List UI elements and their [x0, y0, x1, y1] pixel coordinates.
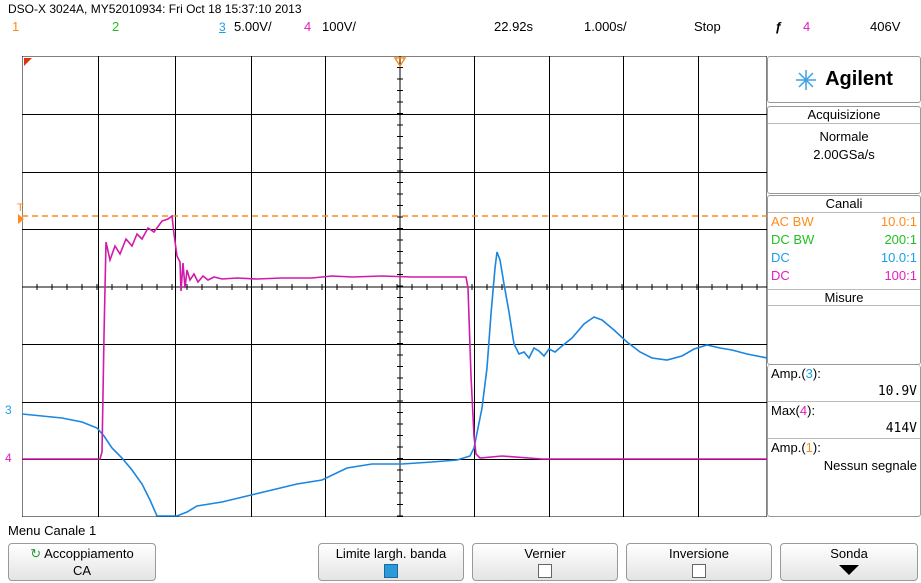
softkey-probe[interactable]: Sonda: [780, 543, 918, 581]
info-panel: Agilent Acquisizione Normale 2.00GSa/s C…: [767, 56, 921, 517]
bw-limit-checkbox[interactable]: [384, 564, 398, 578]
brand-name: Agilent: [825, 68, 893, 90]
acquisition-section[interactable]: Acquisizione Normale 2.00GSa/s: [767, 106, 921, 194]
measure-2-value: 414V: [885, 421, 917, 436]
measure-3-label: Amp.(1):: [771, 440, 821, 455]
measures-section[interactable]: Amp.(3): 10.9V Max(4): 414V Amp.(1): Nes…: [767, 365, 921, 517]
ch3-waveform: [22, 251, 767, 517]
ch3-scale: 5.00V/: [234, 19, 272, 34]
arrow-down-icon: [839, 565, 859, 575]
trigger-source: 4: [803, 19, 811, 34]
measure-2-label: Max(4):: [771, 403, 816, 418]
time-scale: 1.000s/: [584, 19, 627, 34]
channel-coupling: DC: [771, 250, 790, 265]
channel-row-3[interactable]: DC 10.0:1: [768, 249, 920, 267]
softkey-vernier[interactable]: Vernier: [472, 543, 618, 581]
ch1-indicator[interactable]: 1: [12, 19, 20, 34]
ch3-ground-marker[interactable]: 3: [5, 403, 12, 417]
measures-title: Misure: [768, 289, 920, 306]
sample-rate: 2.00GSa/s: [813, 147, 875, 162]
menu-title: Menu Canale 1: [8, 523, 97, 538]
acquisition-title: Acquisizione: [768, 107, 920, 124]
measure-1-label: Amp.(3):: [771, 366, 821, 381]
channel-coupling: AC BW: [771, 214, 814, 229]
measure-3-value: Nessun segnale: [823, 458, 917, 473]
center-axes: [22, 56, 767, 517]
softkey-coupling[interactable]: ↻ Accoppiamento CA: [8, 543, 156, 581]
ch4-waveform: [22, 214, 767, 460]
waveform-display[interactable]: [22, 56, 767, 517]
ch2-indicator[interactable]: 2: [112, 19, 120, 34]
ch4-scale: 100V/: [322, 19, 356, 34]
softkey-bw-limit[interactable]: Limite largh. banda: [318, 543, 464, 581]
channel-coupling: DC BW: [771, 232, 815, 247]
channel-coupling: DC: [771, 268, 790, 283]
softkey-invert[interactable]: Inversione: [626, 543, 772, 581]
ch4-indicator[interactable]: 4: [304, 19, 312, 34]
refresh-icon: ↻: [30, 546, 42, 561]
channel-row-4[interactable]: DC 100:1: [768, 267, 920, 285]
channel-row-1[interactable]: AC BW 10.0:1: [768, 213, 920, 231]
ch1-ground-marker[interactable]: [18, 214, 24, 224]
acquisition-mode: Normale: [819, 129, 869, 144]
ch3-indicator[interactable]: 3: [219, 20, 226, 34]
window-title: DSO-X 3024A, MY52010934: Fri Oct 18 15:3…: [8, 2, 302, 16]
trigger-level-marker[interactable]: T: [17, 202, 24, 214]
agilent-spark-icon: [796, 69, 817, 90]
vernier-checkbox[interactable]: [538, 564, 552, 578]
brand-box: Agilent: [767, 56, 921, 103]
invert-checkbox[interactable]: [692, 564, 706, 578]
time-delay: 22.92s: [494, 19, 534, 34]
channel-row-2[interactable]: DC BW 200:1: [768, 231, 920, 249]
channel-probe-ratio: 10.0:1: [880, 214, 917, 229]
coupling-value: CA: [72, 563, 92, 578]
channel-probe-ratio: 10.0:1: [880, 250, 917, 265]
channel-probe-ratio: 200:1: [884, 232, 917, 247]
time-reference-marker: [24, 58, 32, 66]
run-state[interactable]: Stop: [694, 19, 721, 34]
trigger-level: 406V: [870, 19, 901, 34]
ch4-ground-marker[interactable]: 4: [5, 451, 12, 465]
trigger-edge-icon: ƒ: [775, 19, 783, 34]
measure-1-value: 10.9V: [877, 384, 917, 399]
channels-title: Canali: [768, 196, 920, 213]
channels-section[interactable]: Canali AC BW 10.0:1 DC BW 200:1 DC 10.0:1 DC 10…: [767, 195, 921, 365]
channel-probe-ratio: 100:1: [884, 268, 917, 283]
trigger-position-marker: [393, 57, 407, 68]
